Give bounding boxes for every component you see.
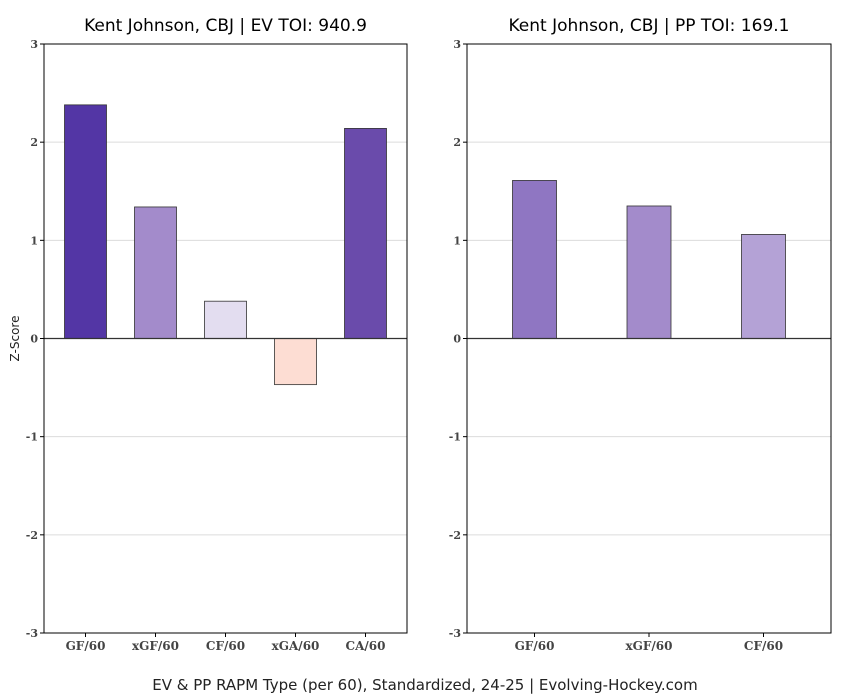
y-axis-label: Z-Score	[8, 316, 22, 362]
bar-xgf-60	[626, 205, 672, 339]
x-tick-label: xGF/60	[132, 639, 179, 653]
bar-xgf-60	[134, 206, 177, 339]
bar-cf-60	[741, 234, 786, 339]
plot-frame	[43, 43, 408, 634]
y-tick-label: -1	[26, 431, 38, 444]
y-tick-label: 0	[453, 333, 461, 346]
x-tick-label: GF/60	[66, 639, 106, 653]
y-tick-label: 1	[30, 234, 38, 247]
chart-title: Kent Johnson, CBJ | EV TOI: 940.9	[84, 16, 367, 36]
x-tick-label: CF/60	[206, 639, 245, 653]
x-tick-label: xGA/60	[272, 639, 320, 653]
y-tick-label: -3	[449, 627, 461, 640]
y-tick-label: -2	[449, 529, 461, 542]
bar-gf-60	[512, 180, 557, 339]
x-tick-label: CF/60	[744, 639, 783, 653]
y-tick-label: -3	[26, 627, 38, 640]
y-tick-label: -2	[26, 529, 38, 542]
bar-gf-60	[64, 104, 107, 339]
x-tick-label: CA/60	[346, 639, 386, 653]
plot-frame	[466, 43, 832, 634]
y-tick-label: 0	[30, 333, 38, 346]
bar-cf-60	[204, 300, 247, 339]
footer-caption: EV & PP RAPM Type (per 60), Standardized…	[152, 676, 697, 694]
x-tick-label: GF/60	[515, 639, 555, 653]
chart-title: Kent Johnson, CBJ | PP TOI: 169.1	[509, 16, 790, 36]
y-tick-label: -1	[449, 431, 461, 444]
bar-ca-60	[344, 128, 387, 339]
y-tick-label: 1	[453, 234, 461, 247]
x-tick-label: xGF/60	[625, 639, 672, 653]
y-tick-label: 2	[30, 136, 38, 149]
bar-xga-60	[274, 338, 317, 386]
y-tick-label: 3	[453, 38, 461, 51]
y-tick-label: 2	[453, 136, 461, 149]
y-tick-label: 3	[30, 38, 38, 51]
